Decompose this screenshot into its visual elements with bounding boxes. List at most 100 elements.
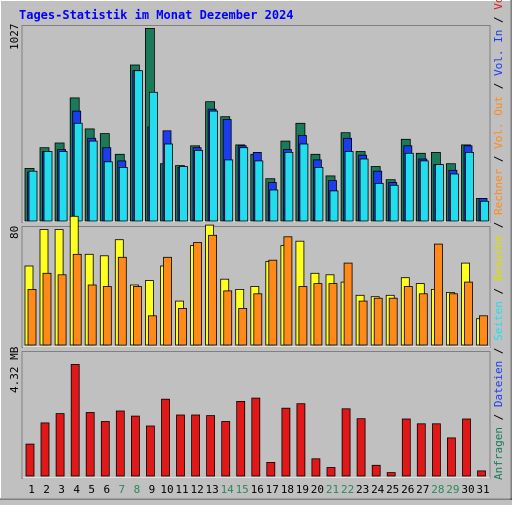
x-label-day-19: 19 <box>296 483 309 496</box>
x-label-day-9: 9 <box>149 483 156 496</box>
right-legend-part-5: / <box>492 281 505 301</box>
bar-volumen-day-14 <box>221 421 231 477</box>
bar-volumen-day-30 <box>462 418 471 477</box>
bar-seiten-day-6 <box>103 161 113 222</box>
bar-seiten-day-8 <box>133 70 143 222</box>
bar-seiten-day-24 <box>374 182 384 222</box>
right-legend-part-14: Volumen <box>492 0 505 10</box>
bar-rechner-day-19 <box>298 286 308 346</box>
bar-rechner-day-29 <box>448 293 458 346</box>
bar-seiten-day-26 <box>404 152 414 222</box>
bar-volumen-day-2 <box>40 422 50 477</box>
right-legend-part-11: / <box>492 76 505 96</box>
right-legend-part-7: / <box>492 215 505 235</box>
x-label-day-29: 29 <box>446 483 459 496</box>
x-label-day-14: 14 <box>221 483 235 496</box>
bar-volumen-day-18 <box>281 407 291 477</box>
bar-seiten-day-10 <box>164 143 173 222</box>
bar-rechner-day-31 <box>479 315 488 346</box>
x-label-day-4: 4 <box>73 483 80 496</box>
bar-rechner-day-20 <box>313 283 323 346</box>
bar-volumen-day-15 <box>236 400 246 477</box>
x-label-day-3: 3 <box>58 483 65 496</box>
x-label-day-1: 1 <box>28 483 35 496</box>
bar-seiten-day-3 <box>58 151 68 222</box>
bar-seiten-day-11 <box>179 166 188 222</box>
bar-layer <box>24 27 489 477</box>
bar-rechner-day-5 <box>87 284 97 346</box>
right-legend-part-6: Besuche <box>492 235 505 281</box>
bar-volumen-day-27 <box>416 423 426 477</box>
x-label-day-16: 16 <box>251 483 264 496</box>
bar-seiten-day-16 <box>254 160 264 222</box>
x-label-day-26: 26 <box>401 483 414 496</box>
bar-seiten-day-17 <box>269 189 279 222</box>
bar-seiten-day-27 <box>419 160 429 222</box>
x-label-day-8: 8 <box>134 483 141 496</box>
x-label-day-18: 18 <box>281 483 294 496</box>
bar-rechner-day-9 <box>147 315 157 346</box>
bar-volumen-day-28 <box>431 423 441 477</box>
bar-rechner-day-28 <box>433 243 443 346</box>
bar-volumen-day-5 <box>85 412 95 477</box>
bar-seiten-day-21 <box>329 190 339 222</box>
x-label-day-22: 22 <box>341 483 354 496</box>
x-label-day-12: 12 <box>190 483 203 496</box>
bar-rechner-day-22 <box>343 262 353 346</box>
right-legend-part-10: Vol. Out <box>492 96 505 149</box>
bar-seiten-day-13 <box>209 110 219 222</box>
bar-seiten-day-29 <box>449 173 459 222</box>
bar-rechner-day-13 <box>208 234 218 346</box>
bar-rechner-day-21 <box>328 283 338 346</box>
x-label-day-27: 27 <box>416 483 429 496</box>
right-legend-part-12: Vol. In <box>492 30 505 76</box>
x-label-day-30: 30 <box>461 483 474 496</box>
x-label-day-24: 24 <box>371 483 385 496</box>
bar-volumen-day-24 <box>371 464 381 477</box>
bar-rechner-day-10 <box>163 256 172 346</box>
x-label-day-13: 13 <box>205 483 218 496</box>
chart-title: Tages-Statistik im Monat Dezember 2024 <box>19 8 294 22</box>
bar-seiten-day-7 <box>118 166 128 222</box>
x-label-day-25: 25 <box>386 483 399 496</box>
x-label-day-2: 2 <box>43 483 50 496</box>
x-label-day-10: 10 <box>160 483 173 496</box>
bar-rechner-day-17 <box>268 259 278 346</box>
bar-rechner-day-1 <box>27 288 37 346</box>
right-legend-part-4: Seiten <box>492 301 505 341</box>
right-legend-part-1: / <box>492 407 505 427</box>
x-axis-labels: 1 2 3 4 5 6 7 8 9 10 11 12 13 14 15 16 17 18 19 20 21 22 23 24 2… <box>28 483 489 496</box>
bar-volumen-day-31 <box>477 470 486 477</box>
bar-rechner-day-11 <box>178 307 187 346</box>
bar-volumen-day-17 <box>266 461 276 477</box>
bar-volumen-day-1 <box>25 443 35 477</box>
bar-rechner-day-14 <box>223 290 233 346</box>
bar-volumen-day-23 <box>356 418 366 477</box>
bar-volumen-day-22 <box>341 408 351 477</box>
x-label-day-6: 6 <box>103 483 110 496</box>
bar-seiten-day-14 <box>224 159 234 222</box>
bar-seiten-day-25 <box>389 184 399 222</box>
right-legend-part-13: / <box>492 10 505 30</box>
bar-rechner-day-12 <box>193 242 203 346</box>
bar-rechner-day-30 <box>464 281 473 346</box>
bar-seiten-day-18 <box>284 151 294 222</box>
bar-rechner-day-27 <box>418 293 428 346</box>
bar-volumen-day-25 <box>386 472 396 477</box>
bar-volumen-day-12 <box>191 414 201 477</box>
bar-seiten-day-5 <box>88 140 98 222</box>
right-legend: Anfragen / Dateien / Seiten / Besuche / … <box>492 0 505 480</box>
bar-seiten-day-23 <box>359 158 369 222</box>
x-label-day-20: 20 <box>311 483 324 496</box>
right-legend-part-8: Rechner <box>492 168 505 215</box>
x-label-day-31: 31 <box>476 483 489 496</box>
bar-volumen-day-3 <box>55 413 65 477</box>
x-label-day-15: 15 <box>236 483 249 496</box>
bar-volumen-day-29 <box>446 437 456 477</box>
bar-rechner-day-8 <box>132 286 142 346</box>
bar-seiten-day-31 <box>480 200 489 222</box>
right-legend-part-9: / <box>492 149 505 169</box>
bar-rechner-day-26 <box>403 286 413 346</box>
bar-seiten-day-22 <box>344 151 354 222</box>
bar-volumen-day-13 <box>206 415 216 477</box>
